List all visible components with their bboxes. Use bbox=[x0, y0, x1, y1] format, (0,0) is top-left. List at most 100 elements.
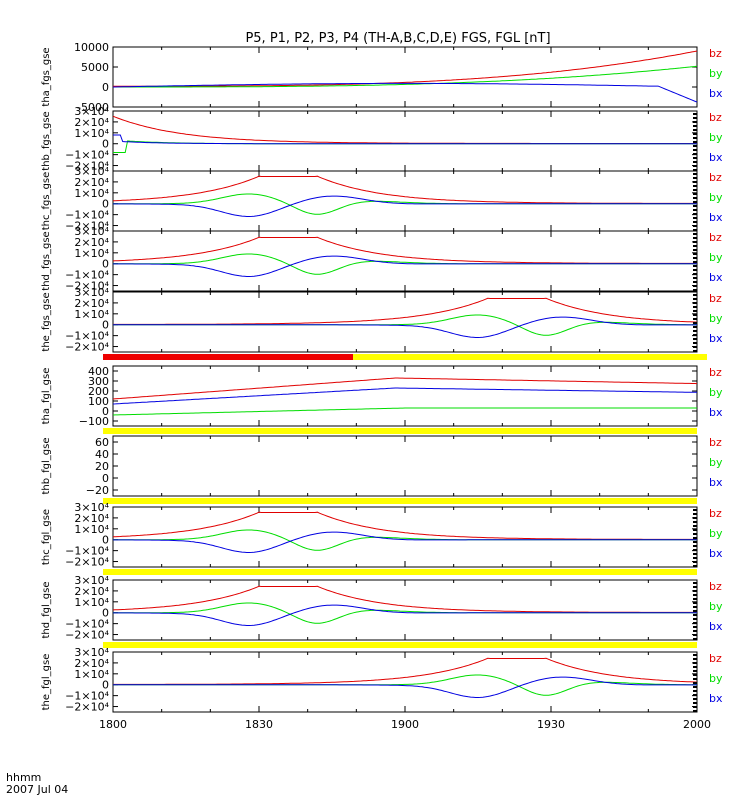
y-tick-label: 1×10⁴ bbox=[74, 308, 109, 321]
gap-marker bbox=[693, 513, 697, 515]
legend-bz: bz bbox=[709, 580, 722, 593]
series-bz bbox=[112, 115, 697, 144]
panel-tha_fgs_gse bbox=[112, 46, 698, 108]
y-tick-label: 0 bbox=[102, 258, 109, 271]
gap-marker bbox=[693, 125, 697, 127]
gap-marker bbox=[693, 129, 697, 131]
y-tick-label: 0 bbox=[102, 198, 109, 211]
gap-marker bbox=[693, 622, 697, 624]
y-tick-label: −1×10⁴ bbox=[65, 618, 109, 631]
y-tick-label: −1×10⁴ bbox=[65, 545, 109, 558]
gap-marker bbox=[693, 582, 697, 584]
y-tick-label: 0 bbox=[102, 81, 109, 94]
series-bx bbox=[113, 255, 697, 277]
gap-marker bbox=[693, 509, 697, 511]
y-tick-label: 40 bbox=[95, 448, 109, 461]
y-tick-label: 0 bbox=[102, 319, 109, 332]
series-bz bbox=[112, 585, 697, 613]
panel-frame bbox=[112, 435, 698, 497]
series-bz bbox=[112, 236, 697, 264]
panel-thb_fgl_gse bbox=[103, 435, 698, 504]
legend-bz: bz bbox=[709, 436, 722, 449]
gap-marker bbox=[693, 549, 697, 551]
y-tick-label: −2×10⁴ bbox=[65, 629, 109, 642]
gap-marker bbox=[693, 189, 697, 191]
y-tick-label: 2×10⁴ bbox=[74, 585, 109, 598]
series-bx bbox=[113, 82, 698, 103]
gap-marker bbox=[693, 586, 697, 588]
gap-marker bbox=[693, 121, 697, 123]
legend-bx: bx bbox=[709, 211, 723, 224]
gap-marker bbox=[693, 654, 697, 656]
gap-marker bbox=[693, 181, 697, 183]
gap-marker bbox=[693, 330, 697, 332]
gap-marker bbox=[693, 702, 697, 704]
series-bz bbox=[113, 50, 698, 87]
y-tick-label: 3×10⁴ bbox=[74, 646, 109, 659]
gap-marker bbox=[693, 157, 697, 159]
y-tick-label: 0 bbox=[102, 138, 109, 151]
panel-label: the_fgs_gse bbox=[41, 292, 52, 351]
gap-marker bbox=[693, 302, 697, 304]
legend-bx: bx bbox=[709, 151, 723, 164]
panel-label: thb_fgs_gse bbox=[41, 111, 52, 170]
gap-marker bbox=[693, 193, 697, 195]
gap-marker bbox=[693, 658, 697, 660]
y-tick-label: 2×10⁴ bbox=[74, 176, 109, 189]
gap-marker bbox=[693, 141, 697, 143]
y-tick-label: 1×10⁴ bbox=[74, 523, 109, 536]
gap-marker bbox=[693, 553, 697, 555]
series-by bbox=[113, 65, 698, 88]
panel-label: thd_fgs_gse bbox=[41, 231, 52, 290]
panel-label: thc_fgl_gse bbox=[41, 509, 52, 565]
y-tick-label: 200 bbox=[88, 385, 109, 398]
y-tick-label: 2×10⁴ bbox=[74, 512, 109, 525]
gap-marker bbox=[693, 338, 697, 340]
gap-marker bbox=[693, 541, 697, 543]
gap-marker bbox=[693, 310, 697, 312]
y-tick-label: 3×10⁴ bbox=[74, 501, 109, 514]
gap-marker bbox=[693, 205, 697, 207]
panel-frame bbox=[112, 110, 698, 172]
gap-marker bbox=[693, 533, 697, 535]
gap-marker bbox=[693, 241, 697, 243]
panel-frame bbox=[112, 579, 698, 641]
gap-marker bbox=[693, 273, 697, 275]
gap-marker bbox=[693, 598, 697, 600]
gap-marker bbox=[693, 161, 697, 163]
gap-marker bbox=[693, 285, 697, 287]
y-tick-label: 0 bbox=[102, 534, 109, 547]
panel-label: thd_fgl_gse bbox=[41, 582, 52, 639]
series-bz bbox=[113, 657, 698, 685]
gap-marker bbox=[693, 306, 697, 308]
gap-marker bbox=[693, 165, 697, 167]
y-tick-label: −2×10⁴ bbox=[65, 341, 109, 354]
series-bx bbox=[113, 316, 698, 338]
gap-marker bbox=[693, 145, 697, 147]
y-tick-label: 3×10⁴ bbox=[74, 105, 109, 118]
legend-bx: bx bbox=[709, 692, 723, 705]
mode-bar-yellow bbox=[103, 428, 697, 434]
y-tick-label: −2×10⁴ bbox=[65, 280, 109, 293]
y-tick-label: 3×10⁴ bbox=[74, 225, 109, 238]
panel-label: the_fgl_gse bbox=[41, 654, 52, 711]
y-tick-label: 1×10⁴ bbox=[74, 127, 109, 140]
gap-marker bbox=[693, 342, 697, 344]
legend-bz: bz bbox=[709, 652, 722, 665]
gap-marker bbox=[693, 662, 697, 664]
legend-by: by bbox=[709, 67, 723, 80]
legend-bz: bz bbox=[709, 292, 722, 305]
gap-marker bbox=[693, 666, 697, 668]
y-tick-label: −2×10⁴ bbox=[65, 160, 109, 173]
corner-label-hhmm: hhmm bbox=[6, 771, 41, 784]
y-tick-label: 2×10⁴ bbox=[74, 657, 109, 670]
gap-marker bbox=[693, 185, 697, 187]
legend-bx: bx bbox=[709, 620, 723, 633]
y-tick-label: −100 bbox=[79, 415, 109, 428]
mode-bar-yellow bbox=[103, 642, 697, 648]
legend-bx: bx bbox=[709, 476, 723, 489]
gap-marker bbox=[693, 149, 697, 151]
y-tick-label: 400 bbox=[88, 365, 109, 378]
panel-label: tha_fgl_gse bbox=[41, 368, 52, 425]
